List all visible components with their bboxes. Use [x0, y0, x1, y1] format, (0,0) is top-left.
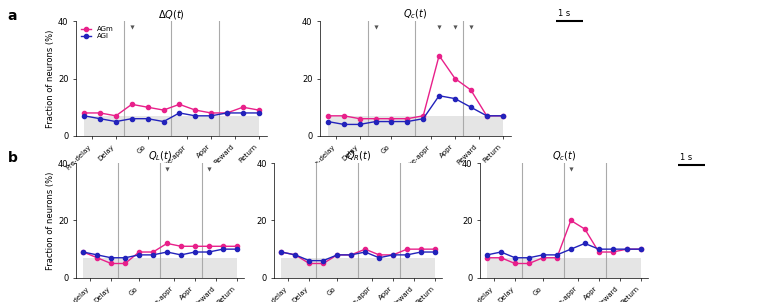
Title: $Q_{c}(t)$: $Q_{c}(t)$: [403, 8, 427, 21]
Legend: AGm, AGl: AGm, AGl: [80, 24, 115, 41]
Text: 1 s: 1 s: [680, 153, 692, 162]
Title: $Q_{R}(t)$: $Q_{R}(t)$: [345, 149, 371, 163]
Y-axis label: Fraction of neurons (%): Fraction of neurons (%): [46, 171, 56, 270]
Title: $ΔQ(t)$: $ΔQ(t)$: [158, 8, 185, 21]
Text: a: a: [8, 9, 17, 23]
Y-axis label: Fraction of neurons (%): Fraction of neurons (%): [46, 29, 56, 128]
Title: $Q_{L}(t)$: $Q_{L}(t)$: [148, 149, 172, 163]
Text: 1 s: 1 s: [558, 9, 570, 18]
Text: b: b: [8, 151, 18, 165]
Title: $Q_{c}(t)$: $Q_{c}(t)$: [552, 149, 576, 163]
